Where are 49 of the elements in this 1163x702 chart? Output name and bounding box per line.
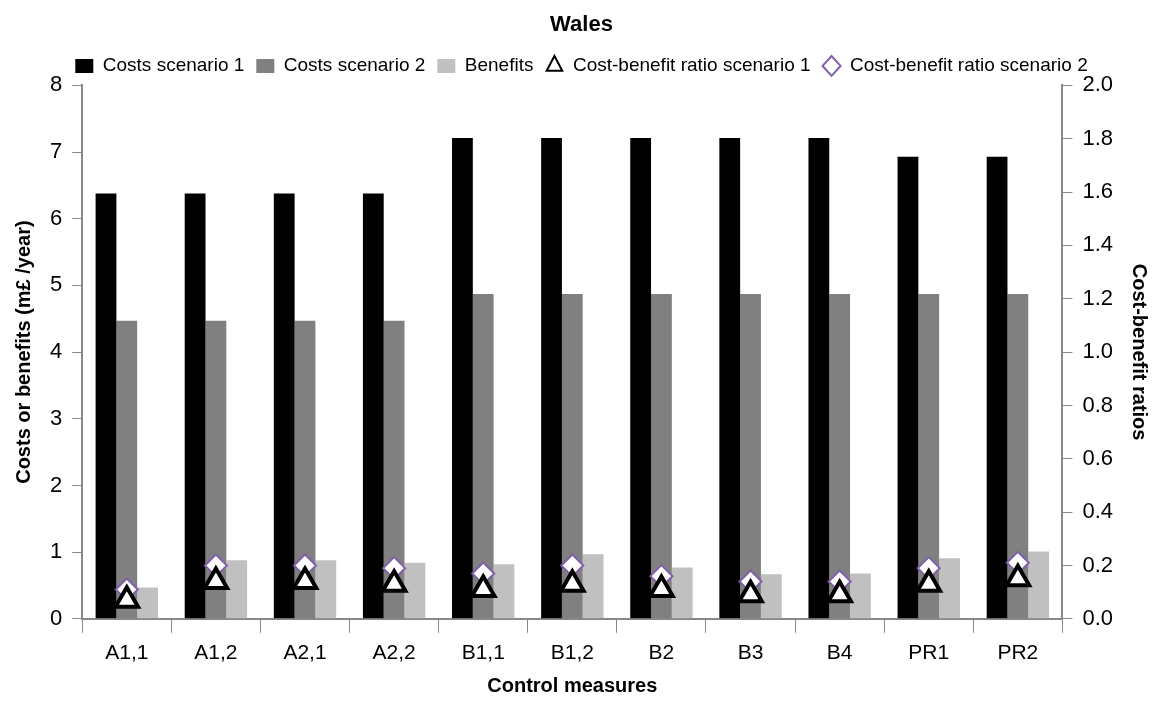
bar — [137, 587, 158, 619]
y-tick-label: 2 — [49, 471, 63, 497]
y-tick-label: 3 — [49, 404, 63, 430]
y-tick-label: 8 — [49, 71, 63, 97]
x-tick-label: PR1 — [908, 640, 950, 664]
y2-tick-label: 1.6 — [1082, 178, 1114, 204]
y-tick-label: 5 — [49, 271, 63, 297]
y2-tick-label: 0.8 — [1082, 391, 1114, 417]
x-tick-label: B4 — [826, 640, 853, 664]
x-tick-label: B2 — [648, 640, 675, 664]
bar — [939, 558, 960, 619]
x-tick-label: B1,1 — [461, 640, 505, 664]
x-tick-label: A2,1 — [283, 640, 327, 664]
chart-title: Wales — [550, 11, 613, 37]
legend-label: Cost-benefit ratio scenario 1 — [572, 54, 811, 76]
bar — [1028, 551, 1050, 619]
y-tick-label: 7 — [49, 138, 63, 164]
y2-tick-label: 0.4 — [1082, 498, 1114, 524]
y2-axis-title: Cost-benefit ratios — [1129, 263, 1152, 441]
y2-tick-label: 0.2 — [1082, 551, 1114, 577]
legend-label: Costs scenario 2 — [283, 54, 426, 76]
legend-label: Benefits — [464, 54, 534, 76]
bar — [493, 564, 515, 619]
y-tick-label: 0 — [49, 604, 63, 630]
y-axis-title: Costs or benefits (m£ /year) — [11, 220, 34, 484]
x-tick-label: B1,2 — [550, 640, 594, 664]
bar — [404, 562, 426, 619]
y2-tick-label: 0.0 — [1082, 604, 1114, 630]
x-tick-label: A1,1 — [105, 640, 149, 664]
bar — [582, 554, 604, 619]
y2-tick-label: 1.4 — [1082, 231, 1114, 257]
bar — [671, 567, 693, 619]
x-tick-label: PR2 — [997, 640, 1039, 664]
y2-tick-label: 1.2 — [1082, 284, 1114, 310]
bar — [760, 574, 782, 619]
bar — [315, 560, 337, 619]
x-axis-title: Control measures — [487, 673, 658, 696]
x-tick-label: A1,2 — [194, 640, 238, 664]
bar — [850, 573, 871, 619]
y-tick-label: 4 — [49, 338, 63, 364]
bar — [226, 560, 248, 619]
x-tick-label: A2,2 — [372, 640, 416, 664]
y2-tick-label: 1.8 — [1082, 124, 1114, 150]
legend-label: Costs scenario 1 — [102, 54, 245, 76]
y-tick-label: 6 — [49, 204, 63, 230]
x-tick-label: B3 — [737, 640, 764, 664]
y2-tick-label: 0.6 — [1082, 444, 1114, 470]
y-tick-label: 1 — [49, 538, 63, 564]
y2-tick-label: 1.0 — [1082, 338, 1114, 364]
